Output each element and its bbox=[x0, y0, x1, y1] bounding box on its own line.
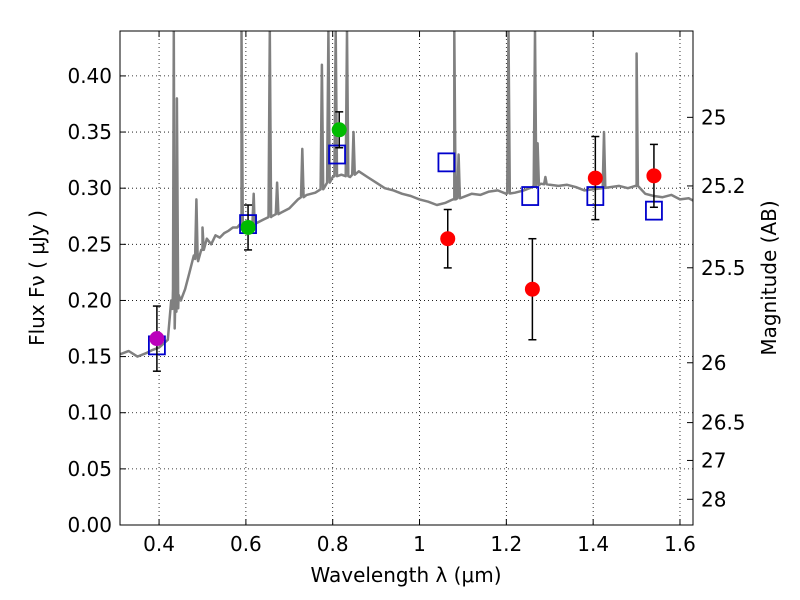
y-tick-label: 0.05 bbox=[67, 457, 112, 481]
y-axis-label: Flux Fν ( μJy ) bbox=[25, 210, 49, 346]
y-tick-label: 0.30 bbox=[67, 176, 112, 200]
plot-frame bbox=[119, 30, 694, 526]
measured-flux-point bbox=[646, 168, 662, 184]
x-tick-label: 1.4 bbox=[577, 532, 609, 556]
model-photometry-square bbox=[521, 186, 540, 206]
measured-flux-point bbox=[587, 170, 603, 186]
x-tick-label: 0.8 bbox=[317, 532, 349, 556]
y2-tick-label: 25 bbox=[701, 105, 726, 129]
y2-tick-label: 26.5 bbox=[701, 411, 746, 435]
model-sed-line bbox=[120, 31, 693, 358]
y2-axis-label: Magnitude (AB) bbox=[757, 200, 781, 355]
y-tick-label: 0.20 bbox=[67, 288, 112, 312]
x-tick-label: 0.4 bbox=[143, 532, 175, 556]
y2-tick-label: 27 bbox=[701, 448, 726, 472]
y2-tick-label: 26 bbox=[701, 351, 726, 375]
x-tick-label: 1.6 bbox=[664, 532, 696, 556]
model-photometry-square bbox=[328, 144, 346, 165]
x-axis-label: Wavelength λ (μm) bbox=[310, 563, 501, 587]
y2-tick-label: 25.5 bbox=[701, 256, 746, 280]
x-tick-label: 1 bbox=[413, 532, 426, 556]
x-tick-label: 1.2 bbox=[490, 532, 522, 556]
y-tick-label: 0.10 bbox=[67, 401, 112, 425]
tick-layer: 0.4 0.6 0.8 1 1.2 1.4 1.6 0.00 0.05 0.10 0.15 0.20 0… bbox=[67, 31, 746, 556]
y-tick-label: 0.25 bbox=[67, 232, 112, 256]
plot-area bbox=[120, 31, 693, 372]
measured-flux-point bbox=[440, 231, 456, 247]
measured-flux-point bbox=[524, 281, 540, 297]
y-tick-label: 0.35 bbox=[67, 120, 112, 144]
model-photometry-square bbox=[437, 152, 456, 173]
y2-tick-label: 28 bbox=[701, 487, 726, 511]
x-tick-label: 0.6 bbox=[230, 532, 262, 556]
measured-flux-point bbox=[240, 219, 256, 235]
data-layer bbox=[120, 31, 693, 372]
y2-tick-label: 25.2 bbox=[701, 174, 746, 198]
y-tick-label: 0.15 bbox=[67, 345, 112, 369]
y-tick-label: 0.40 bbox=[67, 64, 112, 88]
measured-flux-point bbox=[331, 122, 347, 138]
measured-flux-point bbox=[149, 331, 165, 347]
y-tick-label: 0.00 bbox=[67, 513, 112, 537]
